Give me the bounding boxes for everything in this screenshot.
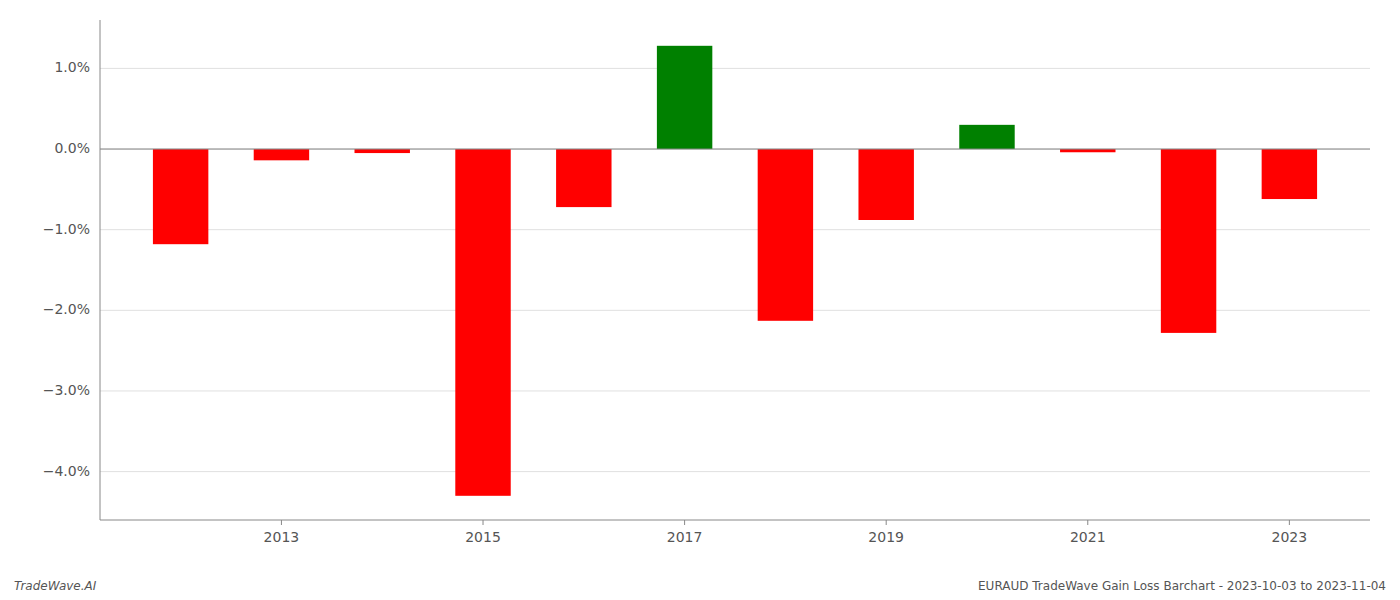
y-tick-label: −1.0% (43, 221, 90, 237)
bar (153, 149, 208, 244)
bar (1161, 149, 1216, 333)
grid-line (100, 390, 1370, 391)
x-tick-label: 2023 (1272, 529, 1308, 545)
y-grid (100, 68, 1370, 471)
x-tick (1289, 520, 1290, 525)
grid-line (100, 68, 1370, 69)
x-tick (684, 520, 685, 525)
bar (959, 125, 1014, 149)
y-tick-labels: −4.0% −3.0% −2.0% −1.0% 0.0% 1.0% (43, 59, 90, 478)
bar (355, 149, 410, 153)
x-tick (281, 520, 282, 525)
grid-line (100, 471, 1370, 472)
footer-left: TradeWave.AI (14, 579, 97, 593)
x-tick (886, 520, 887, 525)
x-tick-label: 2019 (868, 529, 904, 545)
x-tick-label: 2015 (465, 529, 501, 545)
x-tick-label: 2013 (264, 529, 300, 545)
background (0, 0, 1400, 600)
bar (1262, 149, 1317, 199)
bar (254, 149, 309, 160)
y-tick-label: −4.0% (43, 463, 90, 479)
grid-line (100, 149, 1370, 150)
x-ticks: 2013 2015 2017 2019 2021 2023 (264, 520, 1308, 545)
y-tick-label: 0.0% (54, 140, 90, 156)
x-tick-label: 2021 (1070, 529, 1106, 545)
chart-svg: −4.0% −3.0% −2.0% −1.0% 0.0% 1.0% 2013 2015 2017… (0, 0, 1400, 600)
y-tick-label: −2.0% (43, 301, 90, 317)
bar (657, 46, 712, 149)
bars (153, 46, 1317, 496)
bar (455, 149, 510, 496)
bar (858, 149, 913, 220)
zero-line (100, 149, 1370, 150)
y-tick-label: 1.0% (54, 59, 90, 75)
x-tick (1087, 520, 1088, 525)
footer-right: EURAUD TradeWave Gain Loss Barchart - 20… (978, 579, 1386, 593)
x-axis-line (100, 520, 1370, 521)
bar (556, 149, 611, 207)
x-tick-label: 2017 (667, 529, 703, 545)
y-axis-line (100, 20, 101, 520)
bar (758, 149, 813, 321)
x-tick (483, 520, 484, 525)
y-tick-label: −3.0% (43, 382, 90, 398)
chart-container: −4.0% −3.0% −2.0% −1.0% 0.0% 1.0% 2013 2015 2017… (0, 0, 1400, 600)
